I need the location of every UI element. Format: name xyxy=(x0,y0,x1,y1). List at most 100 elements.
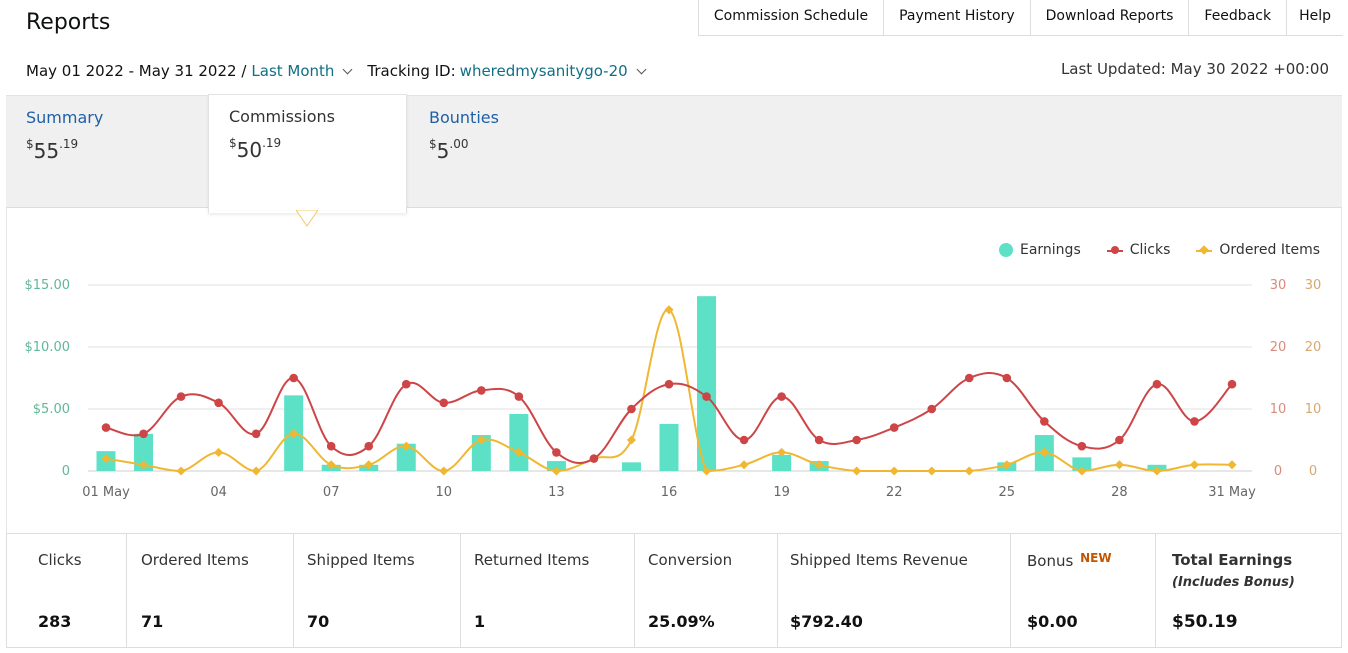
page-title: Reports xyxy=(26,10,111,35)
ordered-items-swatch-icon xyxy=(1196,243,1213,257)
y-right-clicks-tick-label: 0 xyxy=(1274,464,1282,479)
clicks-point xyxy=(889,423,899,432)
report-filters: May 01 2022 - May 31 2022 / Last Month T… xyxy=(26,60,653,82)
clicks-point xyxy=(1190,417,1199,426)
tracking-id-selector[interactable]: wheredmysanitygo-20 xyxy=(459,62,628,80)
clicks-point xyxy=(1152,379,1162,389)
clicks-point xyxy=(439,398,449,408)
clicks-point xyxy=(364,441,374,451)
y-right-clicks-tick-label: 20 xyxy=(1270,340,1287,355)
ordered-items-point xyxy=(964,466,974,476)
earnings-chart: 0 $5.00 $10.00 $15.00 0 0 10 10 20 20 30 30 01 May 04… xyxy=(25,278,1322,500)
new-badge: NEW xyxy=(1080,551,1112,565)
y-right-items-tick-label: 10 xyxy=(1305,402,1322,417)
earnings-bar xyxy=(621,462,641,471)
feedback-link[interactable]: Feedback xyxy=(1189,0,1288,35)
stats-summary: Clicks 283 Ordered Items 71 Shipped Item… xyxy=(6,533,1342,648)
clicks-point xyxy=(852,435,861,445)
stat-shipped-revenue: Shipped Items Revenue $792.40 xyxy=(778,534,1011,647)
stat-total-earnings: Total Earnings (Includes Bonus) $50.19 xyxy=(1156,534,1341,647)
y-left-tick-label: $15.00 xyxy=(25,278,71,293)
payment-history-link[interactable]: Payment History xyxy=(884,0,1031,35)
stat-bonus: Bonus NEW $0.00 xyxy=(1011,534,1156,647)
earnings-bar xyxy=(509,413,529,471)
period-selector[interactable]: Last Month xyxy=(251,62,335,80)
clicks-point xyxy=(101,423,111,432)
stat-returned-items-value: 1 xyxy=(474,612,486,631)
ordered-items-point xyxy=(439,466,449,476)
clicks-point xyxy=(814,435,824,445)
help-link[interactable]: Help xyxy=(1299,8,1331,24)
y-left-tick-label: $5.00 xyxy=(33,402,70,417)
ordered-items-point xyxy=(664,305,674,315)
clicks-point xyxy=(251,429,261,439)
clicks-point xyxy=(1115,435,1124,445)
tab-bounties-label: Bounties xyxy=(429,108,499,127)
y-right-items-tick-label: 30 xyxy=(1305,278,1322,293)
clicks-point xyxy=(589,454,599,463)
stat-bonus-value: $0.00 xyxy=(1027,612,1078,631)
x-tick-label: 10 xyxy=(436,485,453,500)
stat-returned-items: Returned Items 1 xyxy=(461,534,635,647)
y-left-tick-label: 0 xyxy=(62,464,70,479)
chart-area xyxy=(6,208,1342,533)
stat-clicks: Clicks 283 xyxy=(7,534,127,647)
clicks-point xyxy=(552,448,561,457)
x-tick-label: 16 xyxy=(661,485,678,500)
download-reports-link[interactable]: Download Reports xyxy=(1031,0,1190,35)
ordered-items-point xyxy=(1189,460,1199,470)
tab-bounties[interactable]: Bounties $5.00 xyxy=(409,96,519,209)
ordered-items-point xyxy=(777,447,787,457)
legend-clicks[interactable]: Clicks xyxy=(1106,242,1170,258)
clicks-swatch-icon xyxy=(1106,243,1123,257)
clicks-point xyxy=(1040,417,1049,426)
earnings-bar xyxy=(772,454,792,471)
tab-commissions[interactable]: Commissions $50.19 xyxy=(208,94,407,213)
stat-conversion-value: 25.09% xyxy=(648,612,715,631)
ordered-items-point xyxy=(889,466,899,476)
clicks-point xyxy=(289,373,298,383)
stat-shipped-revenue-value: $792.40 xyxy=(790,612,863,631)
earnings-bar xyxy=(697,296,717,471)
clicks-point xyxy=(664,379,674,389)
ordered-items-point xyxy=(739,460,749,470)
earnings-bar xyxy=(396,443,416,471)
ordered-items-point xyxy=(251,466,261,476)
clicks-point xyxy=(139,429,148,439)
legend-ordered-items[interactable]: Ordered Items xyxy=(1196,242,1320,258)
ordered-items-point xyxy=(1114,460,1124,470)
active-tab-pointer xyxy=(296,210,318,227)
earnings-swatch-icon xyxy=(998,243,1013,257)
clicks-point xyxy=(702,392,711,401)
legend-earnings[interactable]: Earnings xyxy=(998,242,1081,258)
x-tick-label: 13 xyxy=(548,485,565,500)
clicks-point xyxy=(326,441,336,451)
clicks-point xyxy=(176,392,186,401)
clicks-point xyxy=(514,392,524,401)
y-left-tick-label: $10.00 xyxy=(25,340,71,355)
stat-conversion: Conversion 25.09% xyxy=(635,534,778,647)
earnings-bar xyxy=(471,435,491,471)
ordered-items-point xyxy=(176,466,186,476)
x-tick-label: 25 xyxy=(999,485,1016,500)
y-right-clicks-tick-label: 30 xyxy=(1270,278,1287,293)
ordered-items-point xyxy=(1002,460,1012,470)
commission-schedule-link[interactable]: Commission Schedule xyxy=(699,0,885,35)
x-tick-label: 19 xyxy=(773,485,790,500)
stat-shipped-items-value: 70 xyxy=(307,612,330,631)
stat-shipped-items: Shipped Items 70 xyxy=(294,534,461,647)
x-tick-label: 28 xyxy=(1111,485,1128,500)
ordered-items-point xyxy=(927,466,937,476)
tab-commissions-label: Commissions xyxy=(229,107,335,126)
y-right-clicks-tick-label: 10 xyxy=(1270,402,1287,417)
date-range-text: May 01 2022 - May 31 2022 / xyxy=(26,62,247,80)
ordered-items-point xyxy=(852,466,862,476)
tab-summary[interactable]: Summary $55.19 xyxy=(6,96,123,209)
stat-total-earnings-value: $50.19 xyxy=(1172,612,1238,632)
x-tick-label: 01 May xyxy=(82,485,130,500)
clicks-point xyxy=(1077,441,1087,451)
ordered-items-point xyxy=(214,447,224,457)
clicks-point xyxy=(1227,379,1237,389)
last-updated: Last Updated: May 30 2022 +00:00 xyxy=(1060,60,1329,78)
x-tick-label: 31 May xyxy=(1208,485,1256,500)
